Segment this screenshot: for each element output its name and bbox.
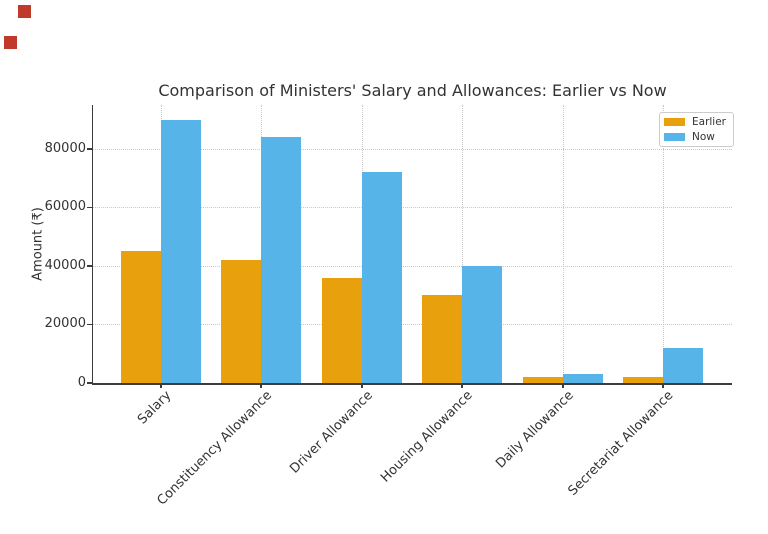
y-tick-mark: [87, 265, 92, 267]
bar-earlier-daily-allowance: [523, 377, 563, 383]
x-tick-label-secretariat-allowance: Secretariat Allowance: [565, 388, 677, 499]
y-tick-label: 0: [77, 375, 86, 390]
x-tick-mark: [260, 383, 262, 388]
x-tick-mark: [361, 383, 363, 388]
legend-item-earlier: Earlier: [664, 116, 727, 128]
gridline-vertical: [462, 105, 463, 383]
y-tick-mark: [87, 206, 92, 209]
x-tick-label-constituency-allowance: Constituency Allowance: [154, 388, 275, 509]
bar-earlier-housing-allowance: [422, 295, 462, 383]
x-tick-mark: [461, 383, 463, 388]
gridline-horizontal: [93, 265, 732, 267]
x-tick-label-daily-allowance: Daily Allowance: [493, 388, 577, 472]
legend-swatch-earlier: [664, 118, 685, 126]
y-tick-mark: [87, 148, 92, 150]
y-tick-label: 40000: [44, 257, 86, 273]
legend-item-now: Now: [664, 131, 727, 143]
x-tick-label-driver-allowance: Driver Allowance: [287, 388, 376, 477]
legend-label-earlier: Earlier: [692, 116, 726, 128]
y-axis-line: [91, 105, 93, 383]
x-tick-label-housing-allowance: Housing Allowance: [378, 388, 476, 486]
bar-earlier-constituency-allowance: [221, 260, 261, 383]
bar-earlier-secretariat-allowance: [623, 377, 663, 383]
bar-earlier-salary: [121, 251, 161, 383]
bar-now-salary: [161, 120, 201, 383]
y-tick-label: 20000: [44, 316, 86, 332]
x-tick-label-salary: Salary: [135, 388, 175, 428]
y-tick-mark: [87, 323, 92, 326]
bar-now-daily-allowance: [563, 374, 603, 383]
legend: Earlier Now: [659, 112, 734, 147]
x-tick-mark: [160, 383, 162, 388]
gridline-horizontal: [93, 207, 732, 209]
gridline-vertical: [563, 105, 564, 383]
bar-now-driver-allowance: [362, 172, 402, 383]
bar-earlier-driver-allowance: [322, 278, 362, 383]
bar-now-constituency-allowance: [261, 137, 301, 383]
chart-title: Comparison of Ministers' Salary and Allo…: [158, 81, 667, 100]
x-tick-mark: [662, 383, 664, 388]
gridline-vertical: [663, 105, 664, 383]
legend-label-now: Now: [692, 131, 715, 143]
gridline-horizontal: [93, 324, 732, 326]
y-tick-label: 80000: [44, 140, 86, 156]
x-axis-line: [91, 383, 732, 385]
gridline-horizontal: [93, 148, 732, 150]
y-tick-label: 60000: [44, 199, 86, 215]
bar-now-secretariat-allowance: [663, 348, 703, 383]
x-tick-mark: [562, 383, 564, 388]
bar-now-housing-allowance: [462, 266, 502, 383]
legend-swatch-now: [664, 133, 685, 141]
y-tick-mark: [87, 382, 92, 384]
red-marker-2: [4, 36, 17, 49]
red-marker-1: [18, 5, 31, 18]
plot-area: [91, 105, 732, 385]
